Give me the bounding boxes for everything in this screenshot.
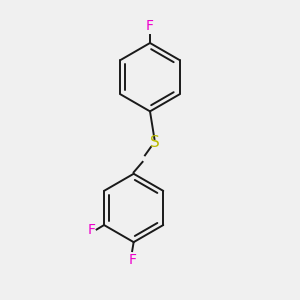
Text: F: F (146, 19, 154, 33)
Text: F: F (87, 224, 95, 237)
Text: F: F (128, 253, 136, 267)
Text: S: S (150, 135, 159, 150)
